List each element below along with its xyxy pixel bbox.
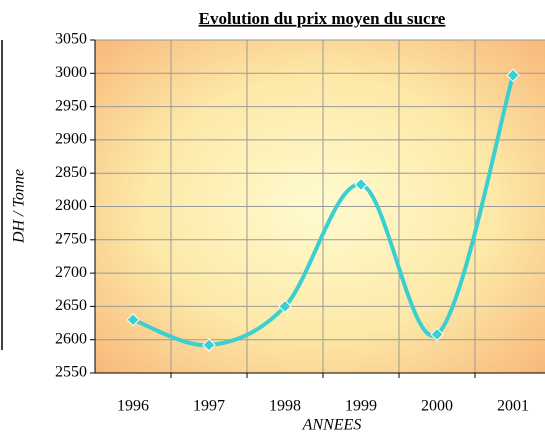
y-axis-label: DH / Tonne	[11, 169, 28, 244]
data-point	[202, 338, 216, 352]
data-point	[126, 313, 140, 327]
chart-title: Evolution du prix moyen du sucre	[199, 9, 446, 28]
y-tick-label: 3050	[55, 31, 87, 48]
x-tick-label: 2000	[421, 398, 453, 415]
y-tick-label: 2850	[55, 164, 87, 181]
y-tick-label: 2550	[55, 364, 87, 381]
x-tick-label: 1996	[117, 398, 149, 415]
data-point	[430, 327, 444, 342]
x-tick-label: 2001	[497, 398, 529, 415]
y-tick-label: 2750	[55, 230, 87, 247]
x-tick-label: 1998	[269, 398, 301, 415]
y-tick-label: 2800	[55, 197, 87, 214]
data-point	[506, 68, 520, 83]
y-tick-label: 2600	[55, 330, 87, 347]
data-point	[354, 177, 368, 192]
y-tick-label: 3000	[55, 64, 87, 81]
data-point	[278, 299, 292, 314]
x-tick-label: 1997	[193, 398, 225, 415]
y-tick-label: 2700	[55, 264, 87, 281]
y-tick-label: 2950	[55, 97, 87, 114]
x-axis-label: ANNEES	[302, 417, 362, 434]
y-tick-label: 2900	[55, 131, 87, 148]
x-tick-label: 1999	[345, 398, 377, 415]
y-tick-label: 2650	[55, 297, 87, 314]
